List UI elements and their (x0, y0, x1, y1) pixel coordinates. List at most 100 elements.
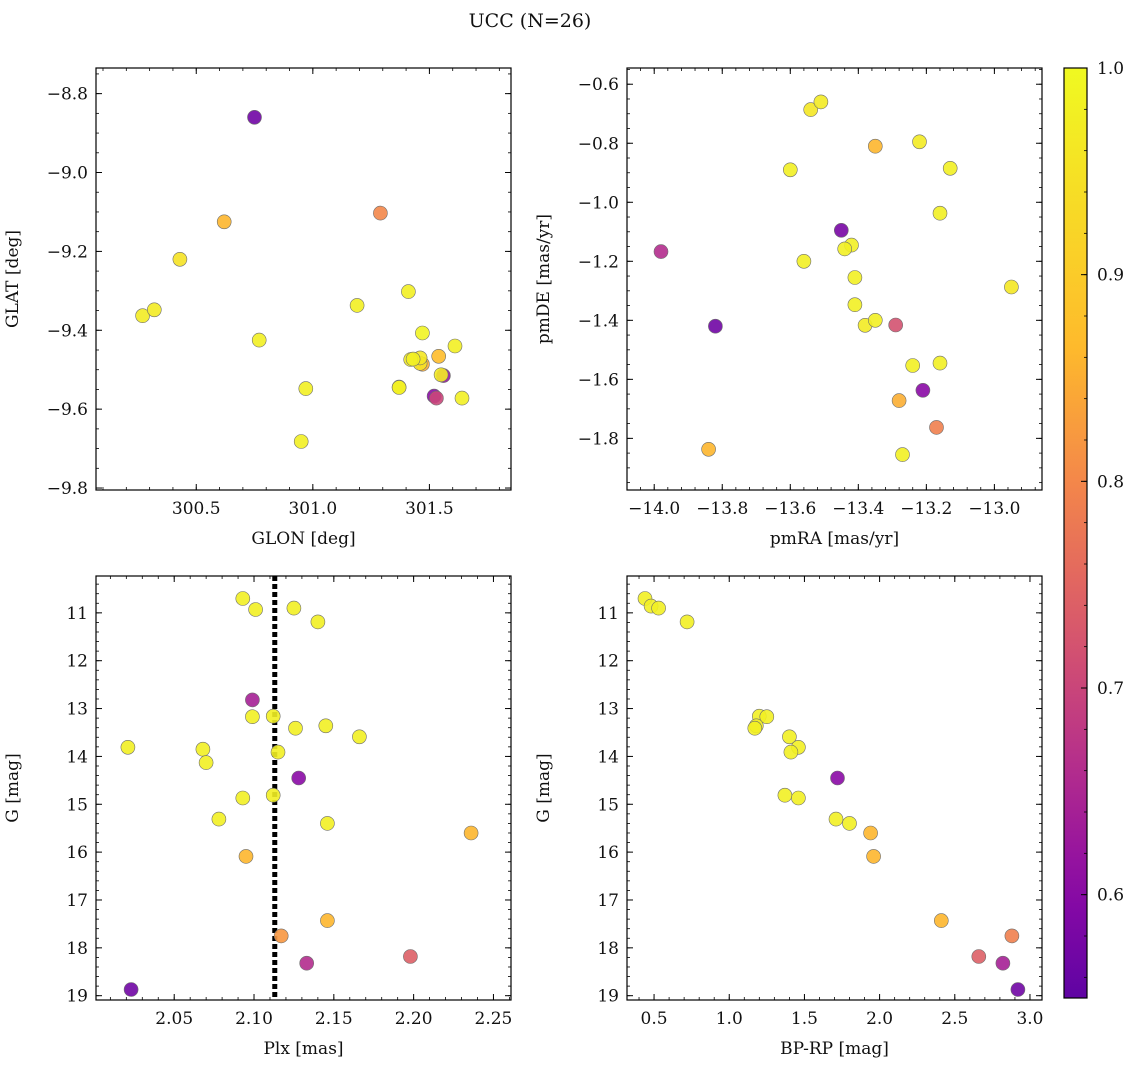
data-point (251, 332, 267, 348)
x-tick-label: 2.25 (475, 1009, 513, 1029)
data-point (415, 325, 430, 341)
data-point (405, 351, 421, 367)
x-tick-label: −13.4 (832, 499, 884, 519)
x-tick-label: 2.05 (155, 1009, 193, 1029)
y-tick-label: −1.0 (578, 193, 619, 213)
data-point (235, 591, 251, 606)
colorbar-gradient (1063, 67, 1088, 999)
panel-g-vs-bprp: 0.5 1.0 1.5 2.0 2.5 3.0 11 12 13 14 15 16 17 18 19 BP-R… (534, 575, 1043, 1059)
colorbar-tick-label: 0.6 (1097, 886, 1124, 906)
plot-frame (626, 67, 1043, 491)
data-point (932, 205, 948, 221)
y-tick-label: −9.6 (47, 400, 88, 420)
x-tick-label: −13.2 (900, 499, 952, 519)
panel-pmde-vs-pmra: −14.0 −13.8 −13.6 −13.4 −13.2 −13.0 −0.6 −0.8 −1… (534, 67, 1043, 549)
data-point (679, 614, 695, 630)
data-point (915, 382, 931, 398)
data-point (828, 811, 844, 827)
y-tick-label: 18 (597, 939, 619, 959)
x-tick-label: −13.6 (764, 499, 816, 519)
panel-glat-vs-glon: 300.5 301.0 301.5 −8.8 −9.0 −9.2 −9.4 −9.6 −9.8 G… (3, 67, 512, 549)
x-tick-label: 0.5 (641, 1009, 668, 1029)
y-tick-label: 14 (66, 747, 88, 767)
data-point (429, 390, 444, 406)
data-point (310, 614, 326, 630)
y-tick-label: 16 (597, 843, 619, 863)
colorbar-tick-label: 0.7 (1097, 679, 1124, 699)
y-tick-label: 12 (66, 652, 88, 672)
data-point (245, 692, 260, 708)
data-point (777, 787, 793, 803)
data-point (245, 709, 260, 725)
data-point (747, 720, 763, 736)
data-point (867, 138, 883, 154)
x-tick-label: 3.0 (1016, 1009, 1043, 1029)
data-point (912, 134, 927, 150)
x-tick-label: −13.8 (696, 499, 748, 519)
data-point (1004, 928, 1020, 944)
data-point (782, 162, 798, 178)
data-point (791, 790, 806, 806)
y-axis-label: pmDE [mas/yr] (534, 214, 554, 344)
data-point (211, 811, 227, 827)
data-point (172, 251, 188, 267)
y-tick-label: 16 (66, 843, 88, 863)
data-point (971, 949, 987, 964)
data-point (932, 355, 948, 371)
data-point (842, 816, 857, 831)
plot-frame (626, 575, 1043, 1001)
y-tick-label: 19 (597, 987, 619, 1007)
x-tick-label: 300.5 (172, 499, 221, 519)
data-point (352, 729, 367, 745)
y-tick-label: −9.0 (47, 164, 88, 184)
colorbar-tick-label: 0.8 (1097, 472, 1124, 492)
panels-group: 300.5 301.0 301.5 −8.8 −9.0 −9.2 −9.4 −9.6 −9.8 G… (3, 67, 1043, 1059)
x-tick-label: 301.5 (405, 499, 454, 519)
y-tick-label: −8.8 (47, 85, 88, 105)
data-point (782, 729, 797, 745)
data-point (123, 982, 139, 997)
data-point (270, 744, 286, 760)
data-point (391, 380, 407, 395)
y-tick-label: 19 (66, 987, 88, 1007)
y-tick-label: 17 (597, 891, 619, 911)
y-tick-label: −9.8 (47, 479, 88, 499)
data-point (867, 312, 883, 328)
data-point (373, 205, 388, 221)
data-point (195, 741, 211, 757)
data-point (431, 348, 447, 364)
data-point (847, 270, 863, 285)
data-point (320, 816, 335, 831)
y-axis-label: GLAT [deg] (3, 230, 23, 328)
data-point (759, 709, 775, 725)
y-tick-label: −9.2 (47, 242, 88, 262)
colorbar-tick-label: 1.0 (1097, 59, 1124, 79)
panel-g-vs-plx: 2.05 2.10 2.15 2.20 2.25 11 12 13 14 15 16 17 18 19 Pl… (3, 575, 513, 1059)
data-point (320, 913, 335, 928)
data-point (942, 161, 958, 176)
data-point (1004, 279, 1019, 295)
data-point (783, 744, 799, 760)
plot-frame (95, 67, 512, 491)
data-point (235, 790, 251, 806)
data-point (847, 297, 863, 313)
y-tick-label: 15 (597, 795, 619, 815)
data-point (995, 955, 1011, 971)
data-point (888, 317, 904, 333)
y-axis-label: G [mag] (534, 753, 554, 822)
x-tick-label: 2.15 (315, 1009, 353, 1029)
y-tick-label: −0.8 (578, 134, 619, 154)
data-point (803, 102, 819, 117)
data-point (651, 600, 666, 616)
data-point (291, 770, 307, 786)
data-point (286, 600, 302, 616)
data-point (905, 358, 921, 373)
y-tick-label: −1.6 (578, 370, 619, 390)
figure-title: UCC (N=26) (469, 10, 592, 32)
colorbar-tick-label: 0.9 (1097, 266, 1124, 286)
y-tick-label: 13 (597, 700, 619, 720)
data-point (401, 284, 416, 299)
y-tick-label: 11 (66, 604, 88, 624)
y-tick-label: 13 (66, 700, 88, 720)
data-point (247, 110, 262, 125)
